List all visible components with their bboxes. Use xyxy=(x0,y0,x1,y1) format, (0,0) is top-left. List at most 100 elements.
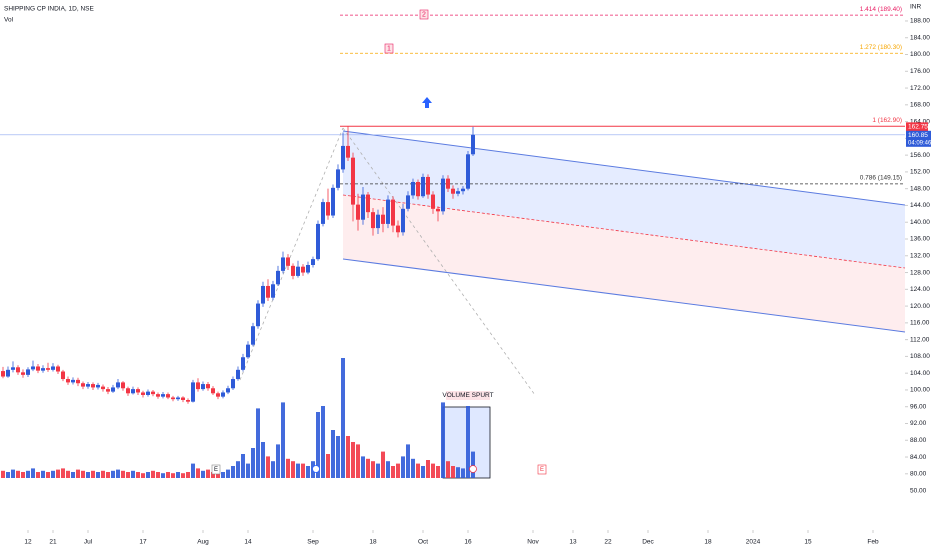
volume-bar xyxy=(441,402,445,478)
candle-body xyxy=(11,367,15,370)
candle-body xyxy=(246,344,250,358)
y-tick-label: 100.00 xyxy=(910,387,930,394)
candle-body xyxy=(366,194,370,213)
volume-bar xyxy=(331,430,335,478)
dividend-icon xyxy=(469,465,477,473)
y-tick-label: 116.00 xyxy=(910,320,930,327)
volume-bar xyxy=(371,461,375,478)
volume-bar xyxy=(61,468,65,478)
volume-bar xyxy=(111,470,115,478)
candle-body xyxy=(361,194,365,220)
volume-bar xyxy=(16,470,20,478)
volume-bar xyxy=(411,458,415,478)
candle-body xyxy=(396,225,400,233)
volume-bar xyxy=(71,472,75,478)
volume-bar xyxy=(361,456,365,478)
volume-bar xyxy=(211,472,215,478)
candle-body xyxy=(6,369,10,377)
volume-bar xyxy=(351,442,355,478)
fib-leg xyxy=(239,127,344,381)
high-tag xyxy=(906,122,928,132)
volume-bar xyxy=(76,469,80,478)
candle-body xyxy=(376,214,380,229)
x-tick-label: Feb xyxy=(867,539,879,546)
volume-bar xyxy=(56,469,60,478)
candle-body xyxy=(176,397,180,400)
wave-label: 2 xyxy=(422,11,426,18)
volume-bar xyxy=(301,463,305,478)
x-tick-label: Dec xyxy=(642,539,654,546)
y-tick-label: 168.00 xyxy=(910,102,930,109)
candle-body xyxy=(456,191,460,194)
volume-bar xyxy=(36,472,40,478)
y-tick-label: 112.00 xyxy=(910,336,930,343)
x-tick-label: Sep xyxy=(307,539,319,546)
candle-body xyxy=(56,366,60,372)
candle-body xyxy=(351,157,355,205)
y-tick-label: 104.00 xyxy=(910,370,930,377)
candle-body xyxy=(316,223,320,260)
volume-scale-label: 50.00 xyxy=(910,488,927,495)
y-tick-label: 128.00 xyxy=(910,269,930,276)
volume-bar xyxy=(181,473,185,478)
channel-mid xyxy=(342,194,906,269)
candle-body xyxy=(421,176,425,197)
volume-bar xyxy=(6,472,10,478)
volume-bar xyxy=(291,461,295,478)
volume-bar xyxy=(161,473,165,478)
x-tick-label: 18 xyxy=(369,539,377,546)
y-tick-label: 84.00 xyxy=(910,454,927,461)
y-tick-label: 156.00 xyxy=(910,152,930,159)
x-tick-label: Jul xyxy=(84,539,93,546)
candle-body xyxy=(46,368,50,370)
volume-bar xyxy=(176,472,180,478)
candle-body xyxy=(446,178,450,189)
candle-body xyxy=(81,383,85,387)
volume-bar xyxy=(11,469,15,478)
candle-body xyxy=(356,204,360,220)
candle-body xyxy=(106,389,110,392)
volume-bar xyxy=(106,472,110,478)
y-tick-label: 184.00 xyxy=(910,34,930,41)
candle-body xyxy=(386,199,390,224)
candle-body xyxy=(221,392,225,397)
volume-bar xyxy=(366,458,370,478)
candle-body xyxy=(16,367,20,373)
volume-bar xyxy=(191,463,195,478)
candle-body xyxy=(226,388,230,393)
countdown: 04:09:46 xyxy=(908,140,932,146)
candle-body xyxy=(266,285,270,298)
candle-body xyxy=(336,169,340,188)
candle-body xyxy=(51,366,55,370)
y-tick-label: 108.00 xyxy=(910,353,930,360)
y-tick-label: 120.00 xyxy=(910,303,930,310)
volume-bar xyxy=(321,406,325,478)
candle-body xyxy=(281,257,285,271)
y-tick-label: 132.00 xyxy=(910,252,930,259)
x-tick-label: 16 xyxy=(464,539,472,546)
candle-body xyxy=(436,208,440,212)
fib-label: 0.786 (149.15) xyxy=(860,175,902,182)
y-tick-label: 176.00 xyxy=(910,68,930,75)
candle-body xyxy=(441,178,445,212)
candle-body xyxy=(296,266,300,276)
volume-bar xyxy=(436,466,440,478)
candle-body xyxy=(216,393,220,397)
event-box xyxy=(211,464,221,475)
volume-bar xyxy=(86,472,90,478)
y-tick-label: 152.00 xyxy=(910,169,930,176)
volume-bar xyxy=(261,442,265,478)
candle-body xyxy=(141,392,145,395)
volume-bar xyxy=(146,472,150,478)
volume-bar xyxy=(156,472,160,478)
candle-body xyxy=(381,214,385,224)
candle-body xyxy=(231,379,235,389)
candle-body xyxy=(96,384,100,388)
candle-body xyxy=(311,259,315,265)
y-tick-label: 144.00 xyxy=(910,202,930,209)
volume-bar xyxy=(151,470,155,478)
volume-bar xyxy=(201,470,205,478)
volume-bar xyxy=(401,456,405,478)
volume-bar xyxy=(21,472,25,478)
volume-box-tag xyxy=(446,391,490,400)
